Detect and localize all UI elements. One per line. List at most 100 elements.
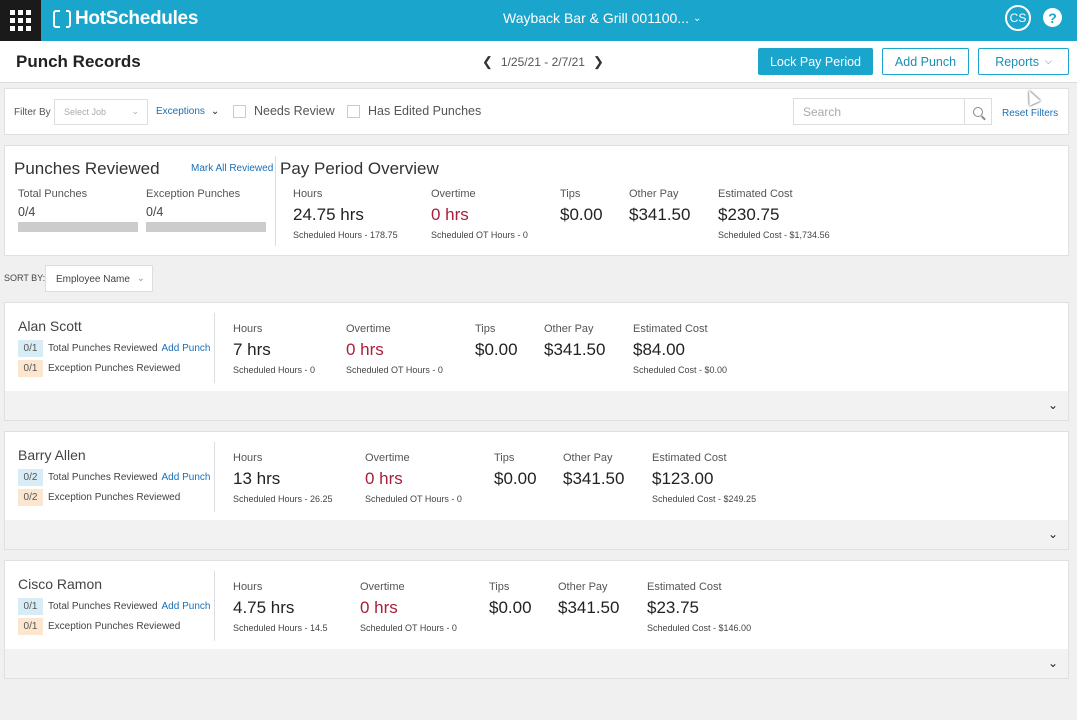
exception-punches-reviewed-label: Exception Punches Reviewed bbox=[48, 621, 181, 632]
total-punches-reviewed-row: 0/1 Total Punches Reviewed Add Punch bbox=[18, 340, 210, 357]
reports-button[interactable]: Reports ⌵ bbox=[978, 48, 1069, 75]
exception-punches-badge: 0/1 bbox=[18, 618, 43, 635]
logo-icon bbox=[53, 9, 71, 29]
chevron-down-icon: ⌄ bbox=[131, 106, 139, 116]
tips-label: Tips bbox=[560, 188, 581, 200]
search-input[interactable]: Search bbox=[793, 98, 965, 125]
logo[interactable]: HotSchedules bbox=[53, 8, 198, 30]
tips-value: $0.00 bbox=[475, 340, 518, 359]
estimated-cost-stat: Estimated Cost $23.75 Scheduled Cost - $14… bbox=[647, 581, 751, 633]
exception-punches-badge: 0/2 bbox=[18, 489, 43, 506]
total-punches-reviewed-label: Total Punches Reviewed bbox=[48, 472, 158, 483]
add-punch-link[interactable]: Add Punch bbox=[161, 343, 211, 354]
estimated-cost-value: $23.75 bbox=[647, 598, 699, 617]
checkbox-box[interactable] bbox=[233, 104, 246, 118]
other-pay-stat: Other Pay $341.50 bbox=[544, 323, 605, 360]
chevron-down-icon[interactable]: ⌄ bbox=[1047, 398, 1058, 412]
hours-value: 4.75 hrs bbox=[233, 598, 295, 617]
hours-scheduled: Scheduled Hours - 26.25 bbox=[233, 494, 333, 504]
reset-filters-link[interactable]: Reset Filters bbox=[1002, 108, 1059, 119]
scheduled-ot-hours: Scheduled OT Hours - 0 bbox=[431, 230, 528, 240]
sort-select[interactable]: Employee Name ⌄ bbox=[45, 265, 153, 292]
location-selector[interactable]: Wayback Bar & Grill 001100... ⌄ bbox=[503, 10, 701, 26]
avatar[interactable]: CS bbox=[1005, 5, 1031, 31]
has-edited-punches-checkbox[interactable]: Has Edited Punches bbox=[347, 104, 481, 118]
estimated-cost-label: Estimated Cost bbox=[647, 581, 722, 593]
add-punch-link[interactable]: Add Punch bbox=[161, 472, 211, 483]
overtime-label: Overtime bbox=[431, 188, 476, 200]
hours-value: 7 hrs bbox=[233, 340, 271, 359]
card-footer: ⌄ bbox=[5, 649, 1068, 678]
needs-review-label: Needs Review bbox=[254, 104, 335, 118]
search-button[interactable] bbox=[964, 98, 992, 125]
chevron-down-icon[interactable]: ⌄ bbox=[1047, 656, 1058, 670]
needs-review-checkbox[interactable]: Needs Review bbox=[233, 104, 335, 118]
other-pay-value: $341.50 bbox=[544, 340, 606, 359]
add-punch-button[interactable]: Add Punch bbox=[882, 48, 969, 75]
progress-bar bbox=[18, 222, 138, 232]
total-punches-badge: 0/1 bbox=[18, 598, 43, 615]
other-pay-stat: Other Pay $341.50 bbox=[558, 581, 619, 618]
hours-value: 24.75 hrs bbox=[293, 205, 364, 224]
add-punch-link[interactable]: Add Punch bbox=[161, 601, 211, 612]
chevron-right-icon[interactable]: ❯ bbox=[592, 54, 604, 69]
exception-punches-reviewed-row: 0/2 Exception Punches Reviewed bbox=[18, 489, 180, 506]
app-menu-button[interactable] bbox=[0, 0, 41, 41]
other-pay-value: $341.50 bbox=[563, 469, 625, 488]
divider bbox=[275, 156, 276, 246]
hours-stat: Hours 13 hrs Scheduled Hours - 26.25 bbox=[233, 452, 333, 504]
estimated-cost-stat: Estimated Cost $230.75 Scheduled Cost - … bbox=[718, 188, 830, 240]
estimated-cost-label: Estimated Cost bbox=[633, 323, 708, 335]
overtime-scheduled: Scheduled OT Hours - 0 bbox=[346, 365, 443, 375]
overtime-value: 0 hrs bbox=[431, 205, 469, 224]
other-pay-value: $341.50 bbox=[629, 205, 691, 224]
top-bar: HotSchedules Wayback Bar & Grill 001100.… bbox=[0, 0, 1077, 41]
filter-by-label: Filter By bbox=[14, 107, 51, 118]
other-pay-stat: Other Pay $341.50 bbox=[563, 452, 624, 489]
chevron-down-icon: ⌄ bbox=[210, 106, 220, 117]
hours-label: Hours bbox=[233, 452, 263, 464]
progress-bar bbox=[146, 222, 266, 232]
estimated-cost-value: $230.75 bbox=[718, 205, 780, 224]
estimated-cost-stat: Estimated Cost $84.00 Scheduled Cost - $0.… bbox=[633, 323, 727, 375]
search-icon bbox=[973, 106, 983, 117]
hours-label: Hours bbox=[293, 188, 323, 200]
total-punches-reviewed-row: 0/2 Total Punches Reviewed Add Punch bbox=[18, 469, 210, 486]
hours-scheduled: Scheduled Hours - 0 bbox=[233, 365, 316, 375]
lock-pay-period-button[interactable]: Lock Pay Period bbox=[758, 48, 873, 75]
employee-name: Alan Scott bbox=[18, 318, 82, 334]
logo-text: HotSchedules bbox=[75, 8, 199, 29]
card-footer: ⌄ bbox=[5, 391, 1068, 420]
total-punches-badge: 0/2 bbox=[18, 469, 43, 486]
exceptions-dropdown[interactable]: Exceptions ⌄ bbox=[156, 106, 219, 117]
employee-card: Barry Allen 0/2 Total Punches Reviewed Add … bbox=[4, 431, 1069, 550]
overtime-label: Overtime bbox=[360, 581, 405, 593]
sort-select-value: Employee Name bbox=[56, 274, 130, 285]
has-edited-label: Has Edited Punches bbox=[368, 104, 482, 118]
exception-punches-value: 0/4 bbox=[146, 205, 164, 219]
hours-stat: Hours 7 hrs Scheduled Hours - 0 bbox=[233, 323, 315, 375]
other-pay-label: Other Pay bbox=[629, 188, 679, 200]
tips-value: $0.00 bbox=[489, 598, 532, 617]
chevron-down-icon[interactable]: ⌄ bbox=[1047, 527, 1058, 541]
tips-stat: Tips $0.00 bbox=[489, 581, 532, 618]
overtime-stat: Overtime 0 hrs Scheduled OT Hours - 0 bbox=[431, 188, 528, 240]
exceptions-label: Exceptions bbox=[156, 106, 205, 117]
divider bbox=[214, 313, 215, 383]
total-punches-progress: Total Punches 0/4 bbox=[18, 188, 138, 232]
hours-value: 13 hrs bbox=[233, 469, 281, 488]
sort-by-label: SORT BY: bbox=[4, 273, 46, 283]
scheduled-cost: Scheduled Cost - $1,734.56 bbox=[718, 230, 830, 240]
checkbox-box[interactable] bbox=[347, 104, 360, 118]
estimated-cost-label: Estimated Cost bbox=[652, 452, 727, 464]
mark-all-reviewed-link[interactable]: Mark All Reviewed bbox=[191, 163, 274, 174]
chevron-left-icon[interactable]: ❮ bbox=[482, 54, 493, 69]
hours-label: Hours bbox=[233, 323, 263, 335]
estimated-cost-label: Estimated Cost bbox=[718, 188, 793, 200]
other-pay-value: $341.50 bbox=[558, 598, 620, 617]
overtime-value: 0 hrs bbox=[365, 469, 403, 488]
help-icon[interactable]: ? bbox=[1043, 8, 1062, 27]
divider bbox=[214, 571, 215, 641]
exception-punches-badge: 0/1 bbox=[18, 360, 43, 377]
job-select[interactable]: Select Job ⌄ bbox=[54, 99, 148, 125]
